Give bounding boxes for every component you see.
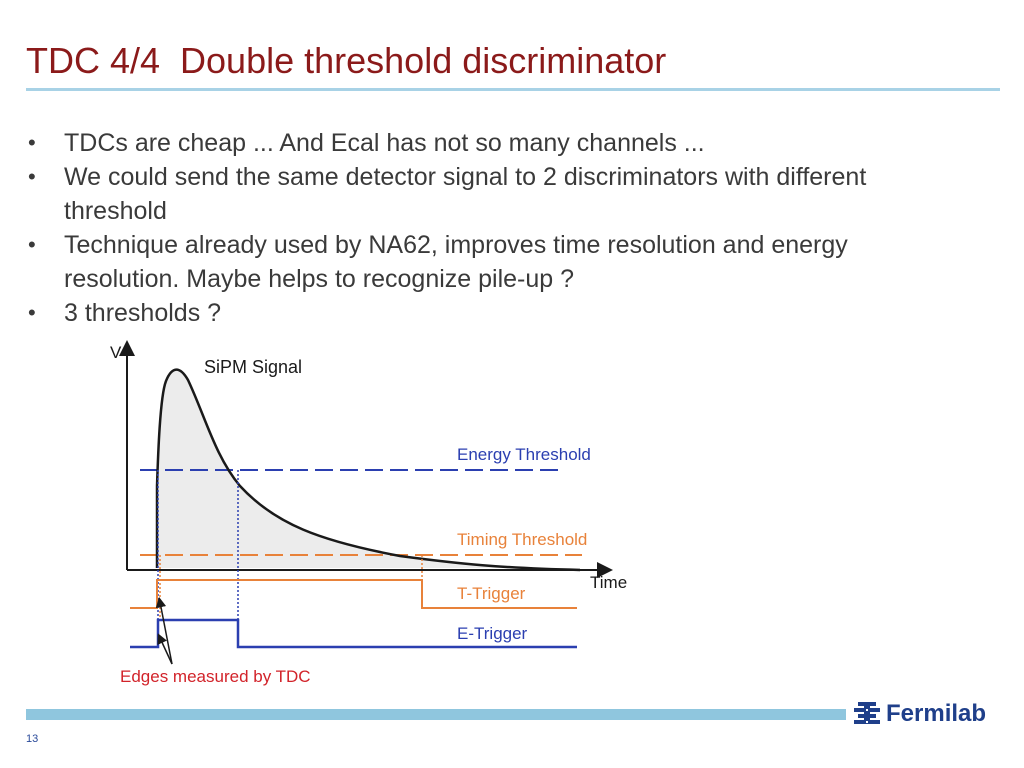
bullet-item: • 3 thresholds ?	[26, 296, 926, 330]
bullet-text: 3 thresholds ?	[64, 299, 222, 327]
bullet-marker: •	[28, 232, 36, 257]
fermilab-logo-text: Fermilab	[886, 700, 987, 727]
bullet-text: TDCs are cheap ... And Ecal has not so m…	[64, 129, 705, 157]
x-axis-label: Time	[590, 573, 627, 592]
t-trigger-label: T-Trigger	[457, 584, 526, 603]
edge-arrow-timing	[155, 596, 173, 665]
fermilab-logo: Fermilab	[852, 698, 986, 730]
bullet-marker: •	[28, 130, 36, 155]
bullet-marker: •	[28, 164, 36, 189]
bullet-item: • TDCs are cheap ... And Ecal has not so…	[26, 126, 926, 160]
timing-threshold-label: Timing Threshold	[457, 530, 587, 549]
t-trigger-pulse	[130, 579, 577, 609]
page-number: 13	[26, 733, 39, 745]
edges-label: Edges measured by TDC	[120, 667, 311, 686]
energy-threshold-label: Energy Threshold	[457, 445, 591, 464]
double-threshold-diagram: V Time SiPM Signal Energy Threshold Timi…	[110, 340, 627, 686]
bullet-list: • TDCs are cheap ... And Ecal has not so…	[26, 126, 926, 330]
bullet-item: • We could send the same detector signal…	[26, 160, 926, 228]
bullet-text: Technique already used by NA62, improves…	[64, 231, 848, 293]
edge-arrow-energy	[157, 633, 173, 665]
sipm-signal-curve	[155, 368, 581, 572]
title-divider	[26, 88, 1000, 91]
signal-area	[157, 369, 580, 570]
fermilab-logo-icon	[854, 702, 880, 724]
signal-label: SiPM Signal	[204, 357, 302, 377]
bullet-item: • Technique already used by NA62, improv…	[26, 228, 926, 296]
e-trigger-label: E-Trigger	[457, 624, 528, 643]
bullet-marker: •	[28, 300, 36, 325]
y-axis-label: V	[110, 343, 122, 362]
e-trigger-pulse	[130, 618, 577, 649]
footer-bar	[26, 709, 846, 720]
slide-title: TDC 4/4 Double threshold discriminator	[26, 40, 667, 81]
bullet-text: We could send the same detector signal t…	[64, 163, 867, 225]
